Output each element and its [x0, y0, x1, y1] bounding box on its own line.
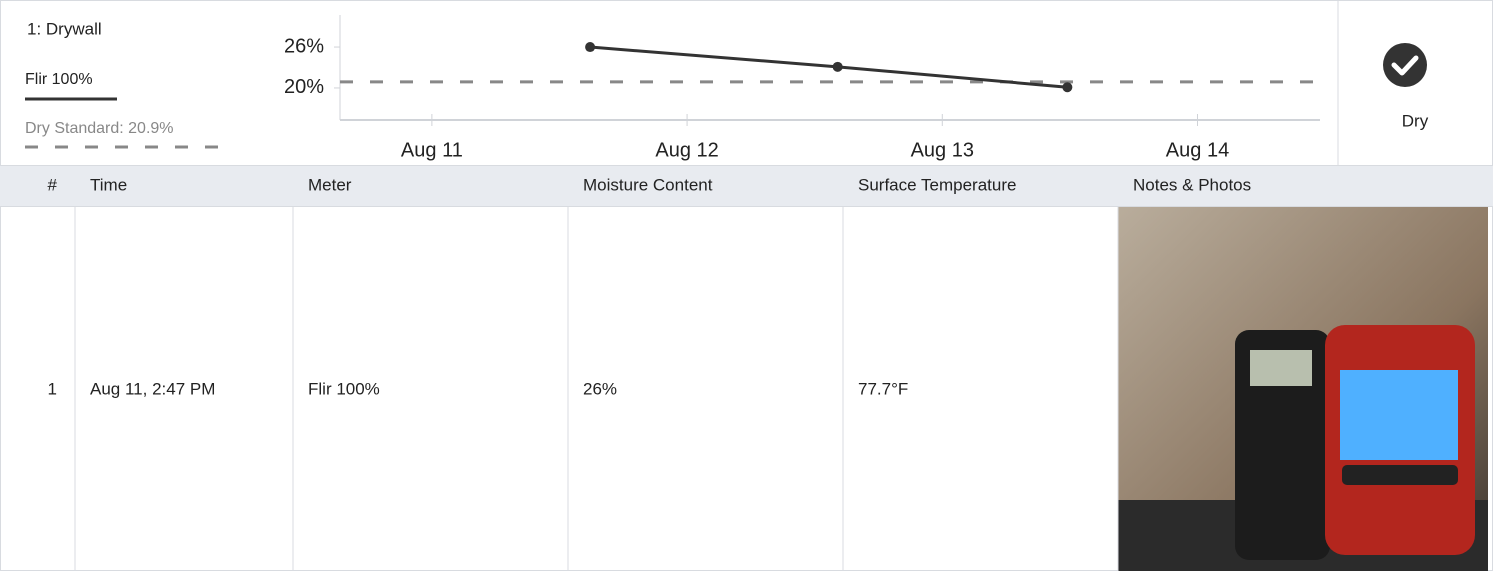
photo-buttons [1342, 465, 1458, 485]
column-header: Time [90, 175, 127, 194]
photo-screen [1250, 350, 1312, 386]
legend-label: Flir 100% [25, 71, 93, 88]
status: Dry [1383, 43, 1429, 130]
column-header: Notes & Photos [1133, 175, 1251, 194]
column-header: Surface Temperature [858, 175, 1016, 194]
point [585, 42, 596, 53]
column-header: Meter [308, 175, 352, 194]
cell: Aug 11, 2:47 PM [90, 379, 215, 398]
cell: Flir 100% [308, 379, 380, 398]
point [1062, 82, 1073, 93]
y-tick-label: 26% [284, 35, 324, 57]
check-mark [1391, 55, 1419, 76]
photo [1118, 207, 1488, 571]
cell: 26% [583, 379, 617, 398]
check-icon [1383, 43, 1427, 87]
x-tick-label: Aug 14 [1166, 139, 1229, 161]
cell: 1 [48, 379, 57, 398]
cell: 77.7°F [858, 379, 908, 398]
point [832, 61, 843, 72]
column-header: Moisture Content [583, 175, 713, 194]
x-tick-label: Aug 12 [655, 139, 718, 161]
status-label: Dry [1402, 111, 1429, 130]
table-header [0, 166, 1493, 206]
panel-title: 1: Drywall [27, 19, 102, 38]
photo-meter [1235, 330, 1330, 560]
y-tick-label: 20% [284, 76, 324, 98]
x-tick-label: Aug 11 [401, 139, 463, 161]
x-tick-label: Aug 13 [911, 139, 974, 161]
column-header: # [48, 175, 58, 194]
legend-label: Dry Standard: 20.9% [25, 120, 174, 137]
photo-lcd [1340, 370, 1458, 460]
